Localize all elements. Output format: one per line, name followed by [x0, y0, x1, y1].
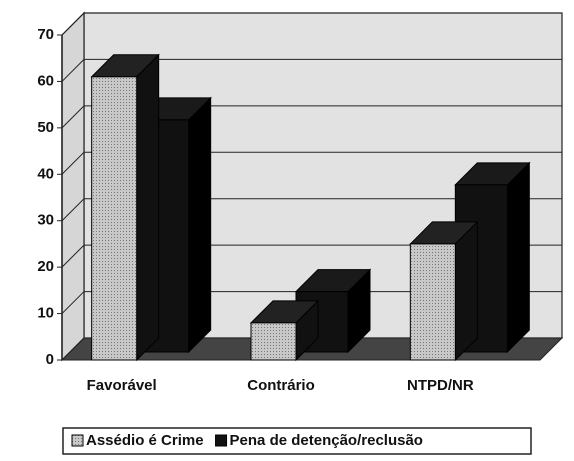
x-tick-label: Contrário [247, 377, 315, 394]
grid-line [61, 291, 562, 314]
grid-line [61, 12, 562, 36]
y-tick-label: 50 [37, 119, 54, 136]
bar-side [188, 96, 212, 354]
y-tick-label: 20 [37, 258, 54, 275]
bar [250, 322, 297, 361]
grid-line [61, 105, 562, 129]
bar-side [136, 53, 160, 362]
y-tick-label: 40 [37, 165, 54, 182]
grid-line [61, 151, 562, 175]
grid-line [61, 244, 562, 268]
grid-line [61, 198, 562, 222]
y-tick-label: 10 [37, 305, 54, 322]
bar [91, 76, 138, 361]
x-tick-label: Favorável [87, 377, 157, 394]
legend: Assédio é Crime Pena de detenção/reclusão [62, 427, 532, 455]
y-tick-label: 30 [37, 212, 54, 229]
side-wall [61, 11, 85, 362]
x-tick-label: NTPD/NR [407, 377, 474, 394]
legend-label: Pena de detenção/reclusão [230, 432, 423, 449]
y-tick-label: 0 [46, 351, 54, 368]
bar [409, 243, 456, 361]
grid-line [61, 337, 562, 361]
bar-side [454, 220, 478, 362]
legend-label: Assédio é Crime [86, 432, 204, 449]
y-tick-label: 60 [37, 72, 54, 89]
legend-box [62, 427, 532, 455]
legend-swatch [71, 434, 84, 447]
legend-swatch [215, 434, 228, 447]
grid-line [61, 58, 562, 82]
y-tick-label: 70 [37, 26, 54, 43]
bar-side [506, 161, 530, 354]
